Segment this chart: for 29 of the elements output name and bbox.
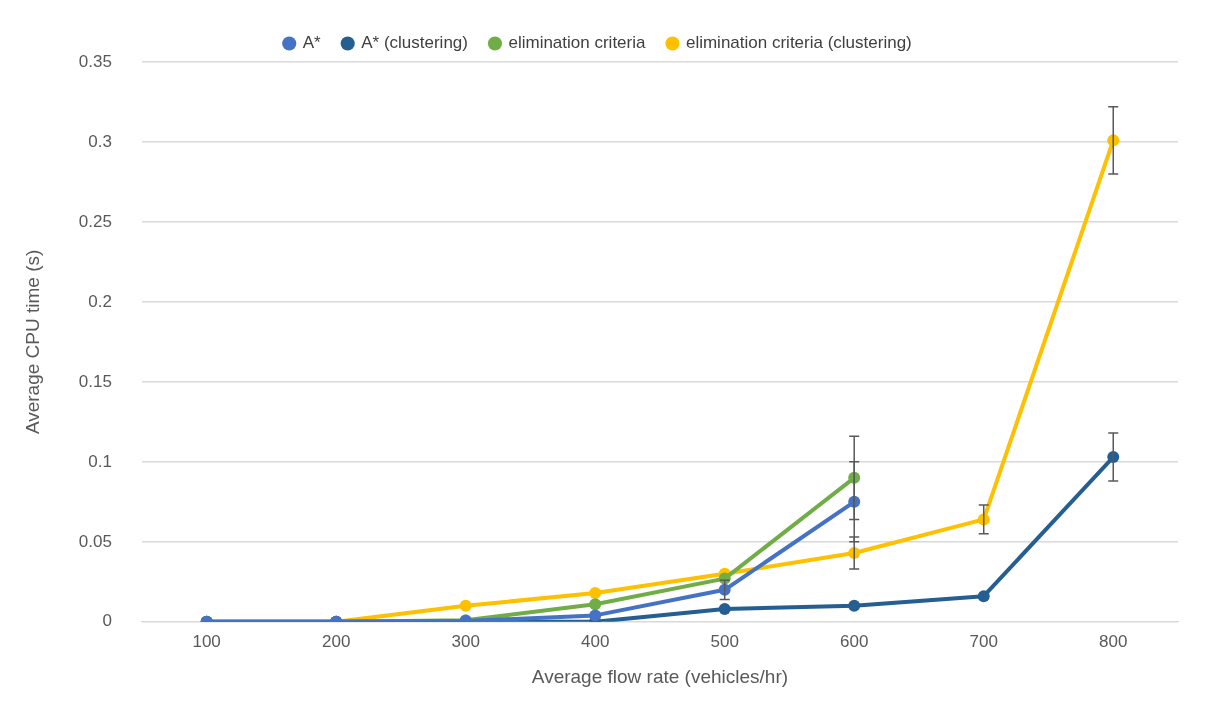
x-tick-label: 300	[451, 631, 480, 651]
point	[718, 603, 731, 616]
point	[589, 609, 602, 622]
point	[589, 587, 602, 600]
y-tick-label: 0.25	[78, 211, 112, 231]
x-tick-label: 500	[710, 631, 739, 651]
point	[589, 598, 602, 611]
y-tick-label: 0.35	[78, 51, 112, 71]
x-tick-label: 100	[192, 631, 221, 651]
legend-label: A* (clustering)	[361, 33, 468, 53]
point	[459, 599, 472, 612]
x-tick-label: 700	[969, 631, 998, 651]
y-tick-label: 0.3	[88, 131, 112, 151]
y-tick-label: 0.1	[88, 451, 112, 471]
y-axis-title: Average CPU time (s)	[21, 249, 43, 435]
legend-label: A*	[302, 33, 322, 53]
x-tick-label: 400	[581, 631, 610, 651]
point	[977, 590, 990, 603]
x-axis-title: Average flow rate (vehicles/hr)	[531, 665, 789, 687]
x-tick-label: 800	[1099, 631, 1128, 651]
y-tick-label: 0.15	[78, 371, 112, 391]
x-tick-label: 200	[321, 631, 351, 651]
y-tick-label: 0.2	[88, 291, 112, 311]
legend-label: elimination criteria (clustering)	[685, 33, 912, 53]
point	[848, 599, 861, 612]
x-tick-label: 600	[840, 631, 869, 651]
y-tick-label: 0	[102, 611, 112, 631]
y-tick-label: 0.05	[78, 531, 112, 551]
legend-label: elimination criteria	[508, 33, 646, 53]
